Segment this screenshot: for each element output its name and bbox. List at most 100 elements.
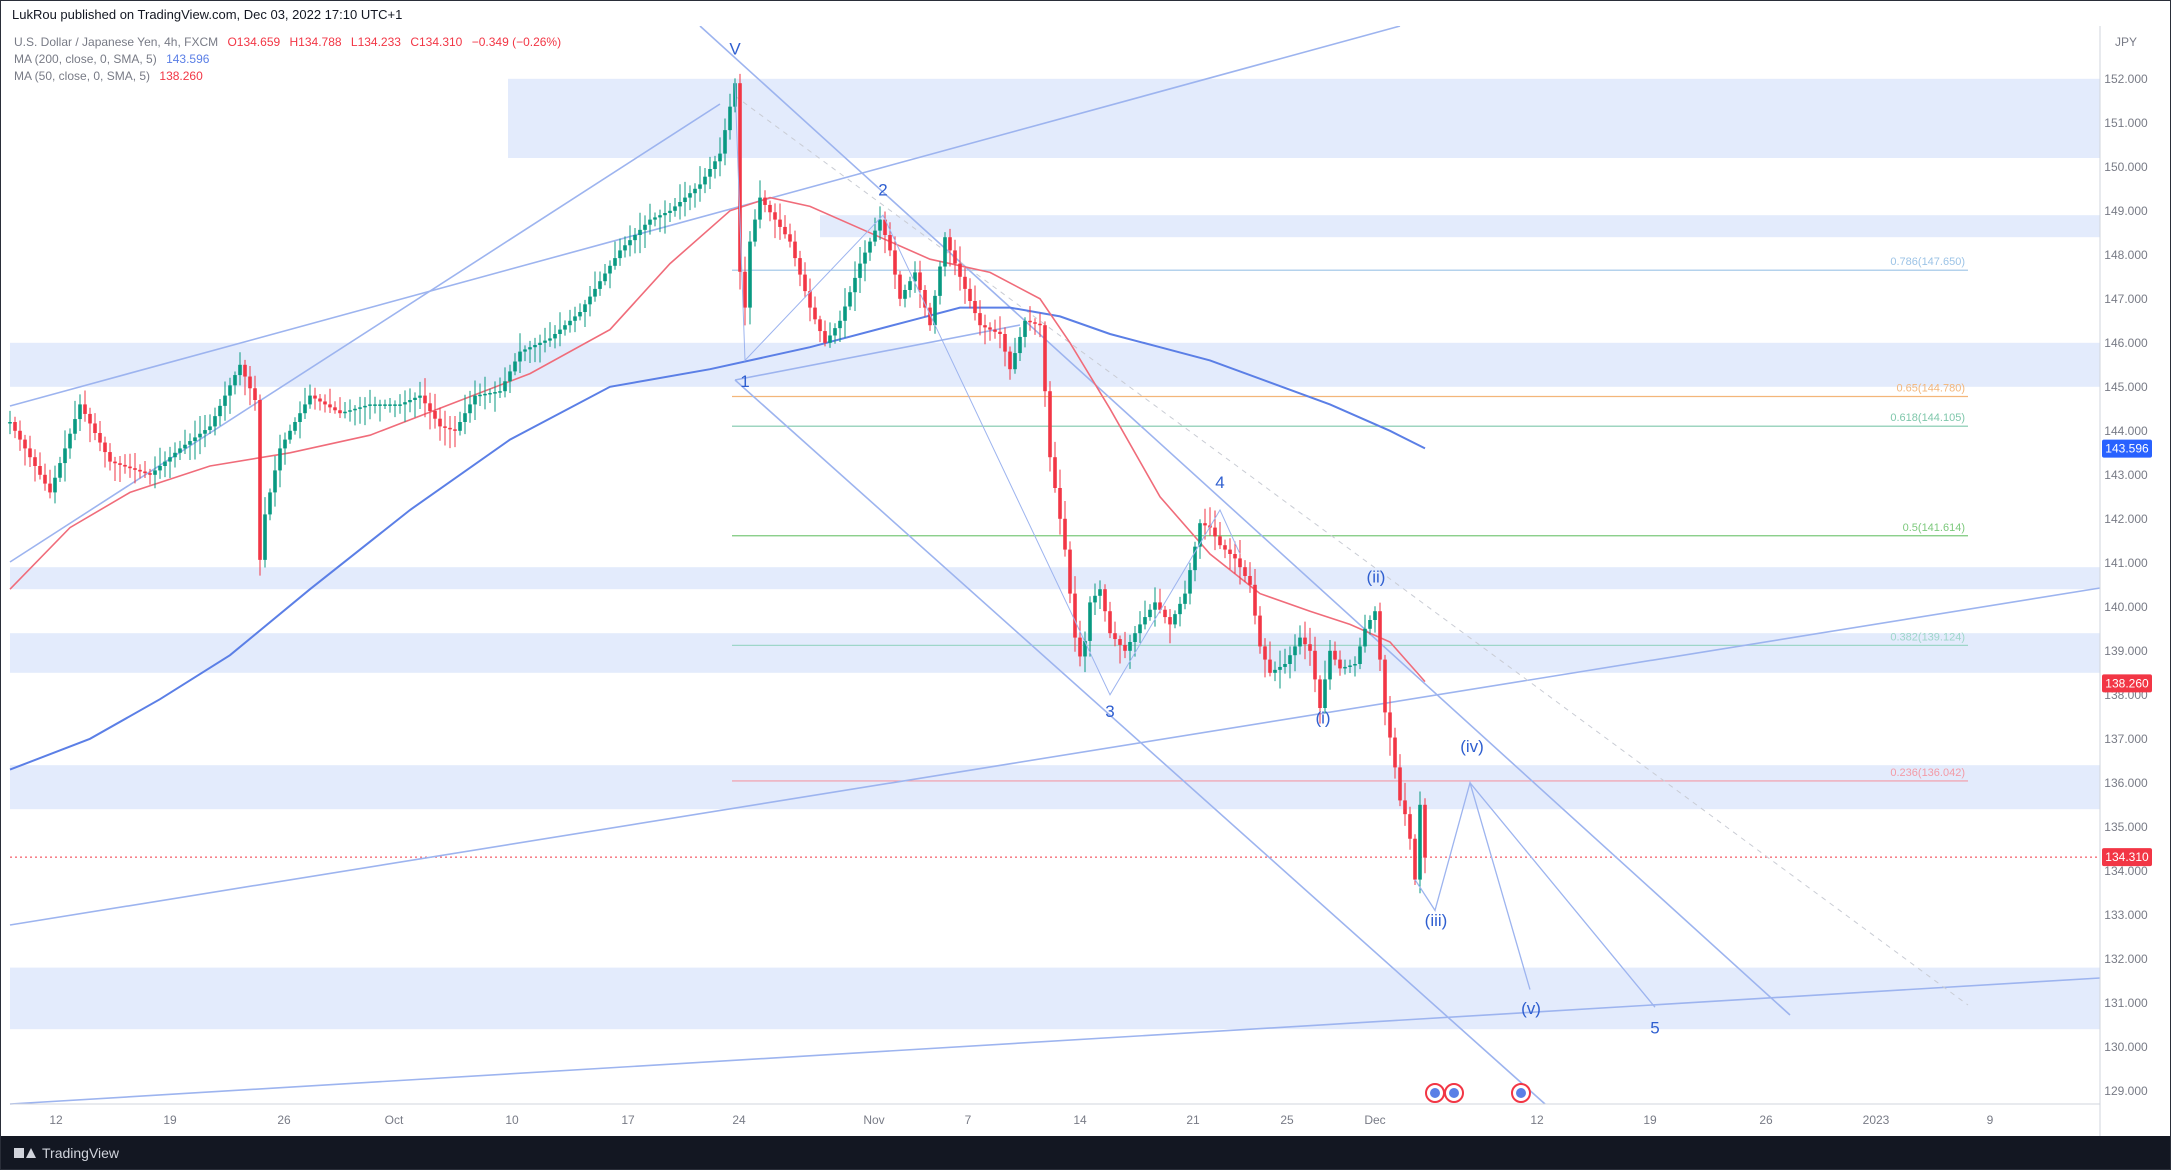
ma200-legend-row[interactable]: MA (200, close, 0, SMA, 5) 143.596 <box>14 51 567 68</box>
candle-body <box>1278 666 1282 670</box>
candle-body <box>603 273 607 282</box>
price-tick-label: 130.000 <box>2104 1040 2148 1054</box>
candle-body <box>23 439 27 449</box>
candle-body <box>1118 639 1122 645</box>
candle-body <box>1218 536 1222 546</box>
tradingview-logo-icon <box>14 1146 36 1160</box>
candle-body <box>1273 669 1277 673</box>
trend-line <box>9 977 2101 1105</box>
candle-body <box>908 281 912 290</box>
candle-body <box>948 237 952 251</box>
candle-body <box>98 433 102 443</box>
date-tick-label: 24 <box>732 1113 746 1127</box>
candle-body <box>1253 584 1257 616</box>
candle-body <box>1363 628 1367 647</box>
candle-body <box>338 410 342 414</box>
footer-bar: TradingView <box>0 1136 2171 1170</box>
zone-band <box>820 215 2100 238</box>
candle-body <box>143 471 147 474</box>
candle-body <box>638 229 642 235</box>
candle-body <box>1108 611 1112 634</box>
candle-body <box>523 349 527 352</box>
candle-body <box>753 219 757 242</box>
elliott-wave-labels: V 1 2 3 4 (ii) (i) (iv) (iii) (v) 5 <box>729 40 1659 1038</box>
candle-body <box>138 469 142 472</box>
candle-body <box>798 258 802 275</box>
candle-body <box>108 452 112 462</box>
candle-body <box>253 388 257 400</box>
candle-body <box>1068 549 1072 594</box>
candle-body <box>438 418 442 427</box>
candle-body <box>928 307 932 326</box>
candle-body <box>668 210 672 213</box>
ma50-legend-row[interactable]: MA (50, close, 0, SMA, 5) 138.260 <box>14 68 567 85</box>
candle-body <box>378 404 382 406</box>
candle-body <box>408 400 412 403</box>
candle-body <box>628 240 632 246</box>
candle-body <box>1193 546 1197 571</box>
candle-body <box>1353 664 1357 666</box>
candle-body <box>503 381 507 392</box>
candle-body <box>1138 624 1142 634</box>
candle-body <box>813 307 817 320</box>
candle-body <box>243 364 247 377</box>
candle-body <box>363 405 367 408</box>
candle-body <box>1288 655 1292 664</box>
candle-body <box>233 375 237 386</box>
price-tick-label: 143.000 <box>2104 468 2148 482</box>
fib-label: 0.382(139.124) <box>1890 631 1965 643</box>
candle-body <box>83 404 87 414</box>
candle-body <box>508 371 512 382</box>
candle-body <box>1123 644 1127 651</box>
candle-body <box>458 422 462 431</box>
candle-body <box>1303 637 1307 645</box>
price-tick-label: 144.000 <box>2104 424 2148 438</box>
candle-body <box>1093 595 1097 603</box>
price-badge <box>2102 439 2152 458</box>
candle-body <box>1348 665 1352 667</box>
ma50-value: 138.260 <box>159 69 203 83</box>
candle-body <box>128 466 132 469</box>
candle-body <box>618 250 622 259</box>
candle-body <box>1418 804 1422 880</box>
candle-body <box>188 441 192 445</box>
candle-body <box>678 202 682 207</box>
wave-label: 2 <box>878 180 887 199</box>
date-tick-label: 14 <box>1073 1113 1087 1127</box>
candle-body <box>1378 611 1382 660</box>
candle-body <box>873 230 877 242</box>
candle-body <box>1018 336 1022 354</box>
candle-body <box>573 316 577 321</box>
currency-label: JPY <box>2115 35 2137 49</box>
candle-body <box>1408 814 1412 839</box>
candle-body <box>838 320 842 329</box>
price-tick-label: 136.000 <box>2104 776 2148 790</box>
wave-label: 3 <box>1105 702 1114 721</box>
candle-body <box>1008 351 1012 370</box>
candle-body <box>413 397 417 400</box>
tradingview-logo[interactable]: TradingView <box>14 1145 119 1161</box>
candle-body <box>963 276 967 289</box>
candle-body <box>583 304 587 312</box>
candle-body <box>698 184 702 189</box>
candle-body <box>1338 659 1342 669</box>
elliott-wave-lines <box>734 83 1656 1008</box>
wave-label: V <box>729 40 741 59</box>
axes: JPY129.000130.000131.000132.000133.00013… <box>10 26 2171 1136</box>
event-flag-icon-inner <box>1449 1088 1459 1098</box>
candle-body <box>1323 679 1327 708</box>
candle-body <box>893 250 897 275</box>
candle-body <box>1198 523 1202 547</box>
candle-body <box>53 477 57 493</box>
candle-body <box>713 161 717 169</box>
ma50-series <box>9 196 1426 683</box>
close-value: C134.310 <box>410 35 463 49</box>
candle-body <box>778 219 782 227</box>
fibonacci-levels: 0.786(147.650) 0.65(144.780) 0.618(144.105… <box>10 256 2100 858</box>
price-tick-label: 131.000 <box>2104 996 2148 1010</box>
symbol-legend-row[interactable]: U.S. Dollar / Japanese Yen, 4h, FXCM O13… <box>14 34 567 51</box>
candle-body <box>33 457 37 466</box>
price-tick-label: 151.000 <box>2104 116 2148 130</box>
candle-body <box>1308 644 1312 651</box>
